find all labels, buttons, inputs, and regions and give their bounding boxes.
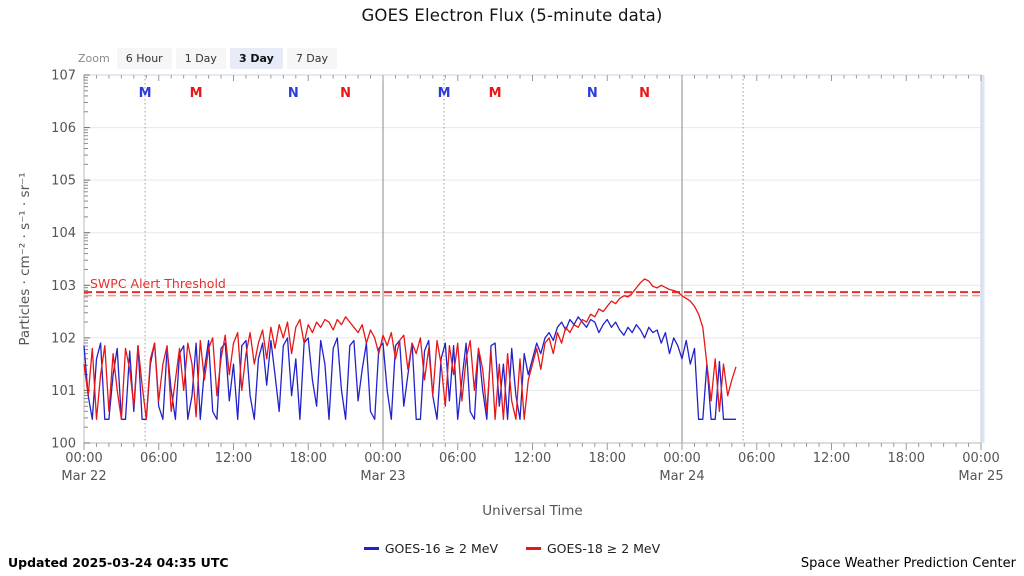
y-tick-label: 105	[51, 174, 76, 189]
updated-timestamp: Updated 2025-03-24 04:35 UTC	[8, 555, 229, 570]
alert-threshold-label: SWPC Alert Threshold	[90, 276, 226, 291]
satellite-local-time-marker: M	[489, 86, 502, 101]
satellite-local-time-marker: N	[639, 86, 650, 101]
zoom-3day-button[interactable]: 3 Day	[229, 48, 283, 69]
goes-16-legend-label: GOES-16 ≥ 2 MeV	[384, 541, 498, 556]
goes-18-flux-line	[83, 278, 737, 420]
zoom-1day-button[interactable]: 1 Day	[175, 48, 226, 69]
goes-16-swatch	[363, 547, 379, 550]
y-tick-label: 104	[51, 226, 76, 241]
satellite-local-time-marker: M	[438, 86, 451, 101]
legend-item-goes-18[interactable]: GOES-18 ≥ 2 MeV	[526, 541, 660, 556]
x-tick-label: 06:00	[140, 451, 177, 466]
y-tick-label: 107	[51, 69, 76, 84]
x-tick-label: 06:00	[738, 451, 775, 466]
zoom-7day-button[interactable]: 7 Day	[286, 48, 338, 69]
swpc-credit: Space Weather Prediction Center	[800, 556, 1016, 571]
x-axis-title: Universal Time	[482, 503, 583, 519]
y-tick-label: 106	[51, 121, 76, 136]
x-date-label: Mar 22	[61, 469, 106, 484]
legend-item-goes-16[interactable]: GOES-16 ≥ 2 MeV	[363, 541, 498, 556]
x-date-label: Mar 25	[958, 469, 1003, 484]
x-tick-label: 00:00	[962, 451, 999, 466]
legend: GOES-16 ≥ 2 MeV GOES-18 ≥ 2 MeV	[0, 541, 1024, 556]
satellite-local-time-marker: M	[139, 86, 152, 101]
satellite-local-time-marker: N	[340, 86, 351, 101]
x-tick-label: 18:00	[888, 451, 925, 466]
x-tick-label: 00:00	[663, 451, 700, 466]
goes-18-swatch	[526, 547, 541, 550]
x-tick-label: 12:00	[813, 451, 850, 466]
goes-18-legend-label: GOES-18 ≥ 2 MeV	[547, 541, 661, 556]
x-tick-label: 00:00	[65, 451, 102, 466]
satellite-local-time-marker: N	[587, 86, 598, 101]
x-tick-label: 18:00	[589, 451, 626, 466]
x-tick-label: 00:00	[364, 451, 401, 466]
x-tick-label: 06:00	[439, 451, 476, 466]
y-tick-label: 103	[51, 279, 76, 294]
zoom-label: Zoom	[78, 52, 110, 65]
x-tick-label: 12:00	[215, 451, 252, 466]
y-tick-label: 101	[51, 384, 76, 399]
zoom-range-selector: Zoom 6 Hour 1 Day 3 Day 7 Day	[78, 48, 341, 69]
x-date-label: Mar 24	[659, 469, 704, 484]
y-tick-label: 102	[51, 331, 76, 346]
satellite-local-time-marker: N	[288, 86, 299, 101]
satellite-local-time-marker: M	[190, 86, 203, 101]
chart-title: GOES Electron Flux (5-minute data)	[361, 6, 663, 25]
x-date-label: Mar 23	[360, 469, 405, 484]
x-tick-label: 12:00	[514, 451, 551, 466]
y-tick-label: 100	[51, 437, 76, 452]
x-tick-label: 18:00	[290, 451, 327, 466]
zoom-6hour-button[interactable]: 6 Hour	[116, 48, 172, 69]
